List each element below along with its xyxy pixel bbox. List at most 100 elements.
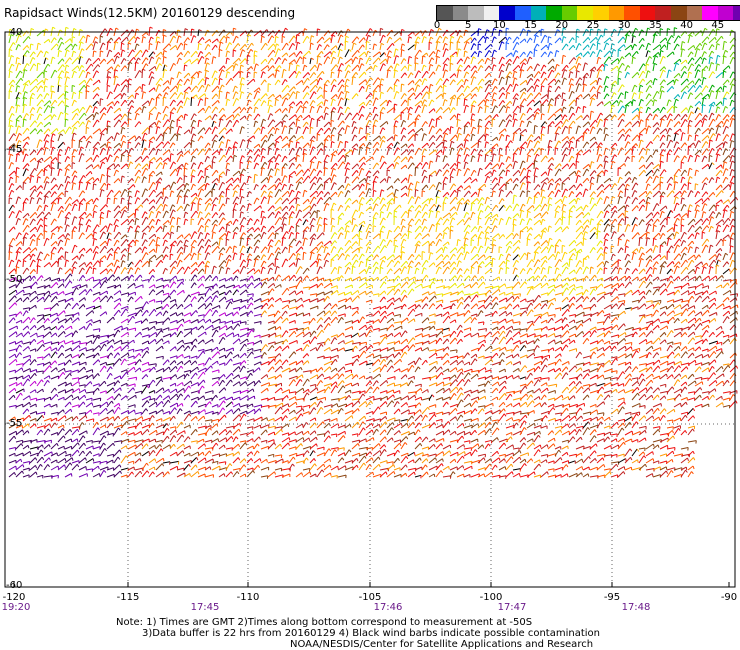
- wind-barb-tick: [537, 140, 541, 144]
- wind-barb: [99, 147, 104, 156]
- wind-barb: [372, 125, 374, 135]
- wind-barb-tick: [55, 184, 59, 188]
- wind-barb: [71, 203, 76, 212]
- wind-barb-tick: [310, 126, 314, 129]
- wind-barb-tick: [16, 153, 21, 156]
- wind-barb: [673, 98, 677, 107]
- wind-barb: [183, 78, 189, 86]
- wind-barb-tick: [235, 141, 239, 145]
- wind-barb: [218, 90, 221, 100]
- wind-barb: [596, 154, 601, 163]
- wind-barb: [288, 121, 294, 128]
- wind-barb: [85, 177, 94, 184]
- wind-barb: [190, 169, 194, 177]
- wind-barb: [260, 79, 266, 86]
- wind-barb-tick: [670, 118, 674, 122]
- wind-barb-tick: [725, 125, 729, 129]
- wind-barb: [260, 156, 264, 163]
- wind-barb: [596, 184, 603, 191]
- wind-barb: [414, 78, 421, 86]
- wind-barb: [106, 120, 109, 128]
- wind-barb-tick: [301, 135, 304, 140]
- wind-barb: [561, 195, 566, 205]
- wind-barb-tick: [183, 183, 186, 187]
- wind-barb: [337, 190, 342, 198]
- wind-barb-tick: [363, 37, 366, 41]
- wind-barb: [169, 45, 177, 51]
- wind-barb-tick: [556, 49, 560, 53]
- wind-barb-tick: [726, 91, 730, 95]
- wind-barb: [365, 84, 369, 93]
- wind-barb: [253, 154, 259, 163]
- wind-barb: [596, 101, 603, 107]
- wind-barb-tick: [73, 27, 77, 31]
- wind-barb-tick: [9, 90, 13, 93]
- wind-barb-tick: [110, 37, 114, 41]
- wind-barb-tick: [285, 114, 289, 118]
- wind-barb: [330, 162, 337, 170]
- wind-barb-tick: [679, 128, 682, 132]
- wind-barb-tick: [124, 113, 128, 117]
- wind-barb-tick: [307, 77, 310, 81]
- wind-barb-tick: [569, 210, 573, 213]
- wind-barb: [596, 49, 601, 58]
- wind-barb: [281, 79, 286, 86]
- wind-barb: [505, 84, 511, 93]
- wind-barb-tick: [426, 91, 429, 95]
- wind-barb: [470, 65, 476, 72]
- wind-barb-tick: [397, 141, 400, 145]
- wind-barb: [15, 85, 18, 93]
- wind-barb-tick: [601, 170, 605, 174]
- wind-barb: [134, 176, 139, 184]
- wind-barb-tick: [24, 148, 28, 151]
- wind-barb: [645, 93, 650, 100]
- wind-barb-tick: [724, 209, 728, 212]
- wind-barb: [638, 99, 642, 107]
- wind-barb: [267, 184, 276, 191]
- wind-barb-tick: [214, 113, 218, 117]
- wind-barb-tick: [175, 85, 178, 89]
- wind-barb: [575, 70, 578, 79]
- wind-barb-tick: [636, 134, 640, 138]
- wind-barb-tick: [618, 70, 622, 73]
- colorbar-tick-label: 5: [465, 20, 472, 31]
- wind-barb: [295, 126, 299, 135]
- wind-barb-tick: [366, 182, 371, 185]
- wind-barb: [722, 209, 726, 219]
- wind-barb-tick: [527, 210, 531, 214]
- wind-barb-tick: [96, 119, 100, 123]
- wind-barb-tick: [384, 161, 387, 165]
- wind-barb: [197, 127, 205, 135]
- wind-barb: [673, 62, 677, 72]
- wind-barb: [78, 56, 81, 65]
- wind-barb: [274, 65, 280, 72]
- wind-barb-tick: [107, 125, 111, 128]
- wind-barb-tick: [406, 149, 409, 153]
- wind-barb-tick: [44, 168, 48, 171]
- wind-barb-tick: [133, 36, 136, 40]
- wind-barb-tick: [97, 164, 100, 168]
- wind-barb-tick: [704, 118, 708, 121]
- wind-barb-tick: [461, 84, 465, 88]
- wind-barb: [617, 128, 624, 135]
- wind-barb: [547, 168, 551, 177]
- wind-barb: [295, 135, 303, 142]
- wind-barb-tick: [338, 133, 343, 136]
- wind-barb-tick: [146, 32, 149, 36]
- wind-barb-tick: [382, 34, 386, 38]
- wind-barb-tick: [570, 106, 575, 110]
- wind-barb-tick: [115, 27, 119, 31]
- wind-barb-tick: [356, 36, 360, 40]
- wind-barb: [729, 155, 733, 163]
- wind-barb-tick: [153, 136, 156, 140]
- wind-barb-tick: [573, 184, 576, 188]
- wind-barb: [64, 76, 68, 86]
- wind-barb-tick: [276, 147, 280, 151]
- wind-barb: [141, 163, 148, 170]
- wind-barb-tick: [422, 55, 426, 58]
- wind-barb-tick: [453, 107, 456, 111]
- wind-barb: [484, 176, 489, 184]
- wind-barb: [113, 41, 116, 51]
- wind-barb-tick: [275, 98, 279, 102]
